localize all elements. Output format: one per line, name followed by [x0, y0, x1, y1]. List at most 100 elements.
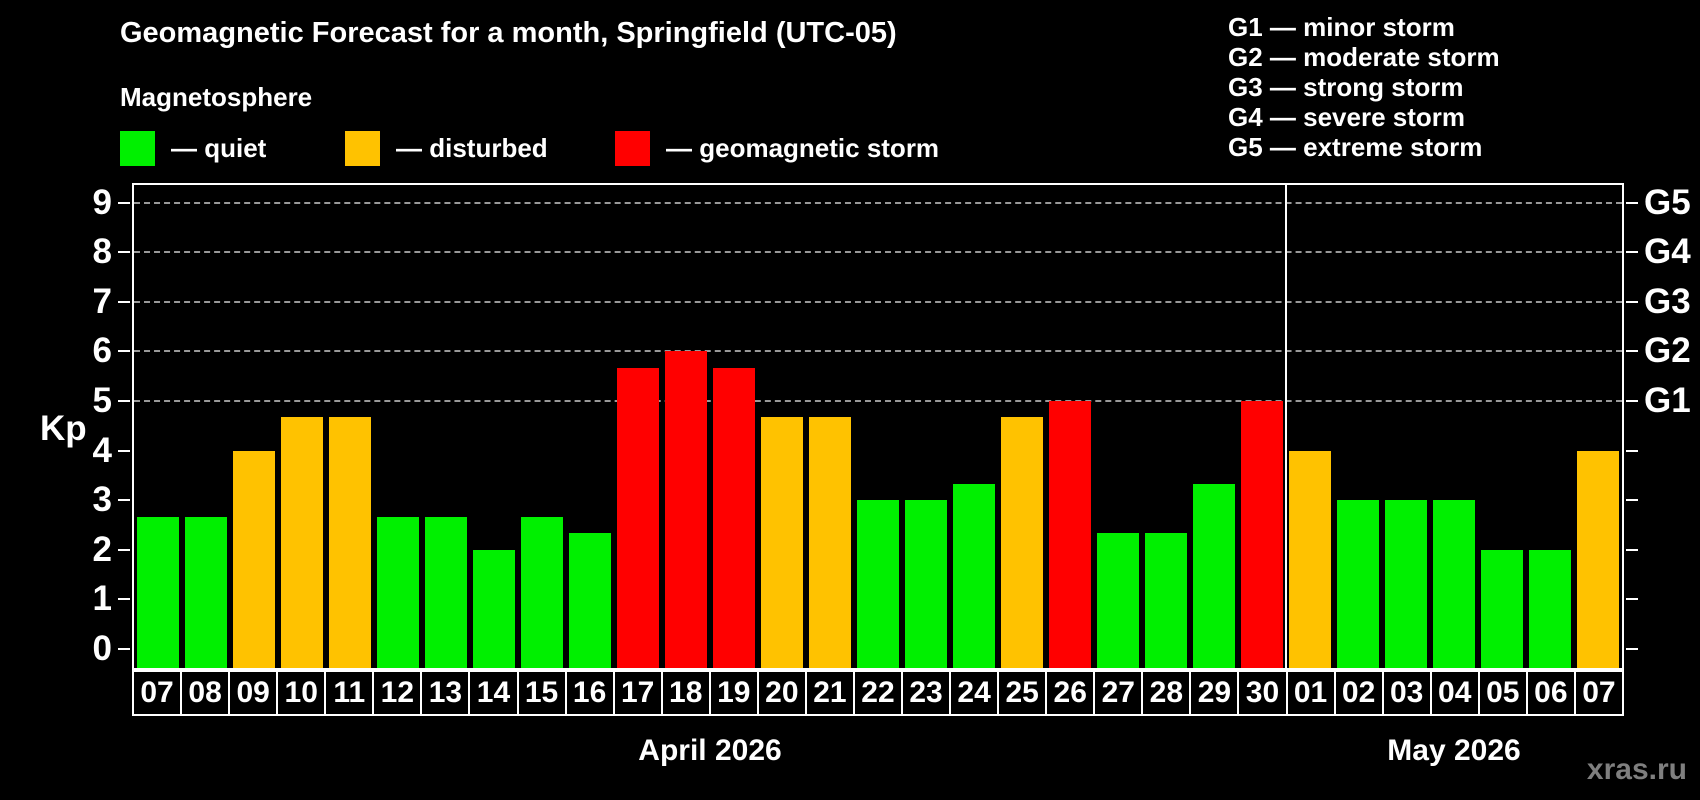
y-tick-label-0: 0 [92, 629, 112, 668]
kp-bar-24 [953, 483, 995, 668]
kp-bar-17 [617, 367, 659, 668]
date-cell-may-01: 01 [1285, 670, 1336, 716]
right-axis-label-g1: G1 [1644, 381, 1691, 420]
date-cell-apr-10: 10 [276, 670, 327, 716]
storm-swatch-icon [615, 131, 650, 166]
left-tick-kp-1 [118, 598, 130, 601]
right-axis-label-g4: G4 [1644, 232, 1691, 272]
g-legend-line-g1: G1 — minor storm [1228, 12, 1455, 42]
date-cell-apr-09: 09 [228, 670, 279, 716]
y-tick-label-5: 5 [92, 381, 112, 420]
date-cell-may-07: 07 [1573, 670, 1624, 716]
kp-bar-28 [1145, 533, 1187, 668]
right-tick-kp-9 [1626, 201, 1638, 204]
legend-item-storm: — geomagnetic storm [615, 131, 939, 166]
month-separator-line [1285, 185, 1287, 668]
kp-bar-23 [905, 500, 947, 668]
gridline-kp-5 [134, 400, 1622, 402]
left-tick-kp-9 [118, 201, 130, 204]
legend-item-quiet: — quiet [120, 131, 266, 166]
legend-label-storm: — geomagnetic storm [666, 133, 940, 163]
legend-label-disturbed: — disturbed [396, 133, 548, 163]
right-tick-kp-3 [1626, 499, 1638, 502]
kp-bar-20 [761, 417, 803, 668]
date-cell-apr-27: 27 [1093, 670, 1144, 716]
date-cell-apr-07: 07 [132, 670, 183, 716]
date-cell-may-03: 03 [1381, 670, 1432, 716]
kp-bar-07 [137, 516, 179, 668]
kp-bar-04 [1433, 500, 1475, 668]
left-tick-kp-6 [118, 350, 130, 353]
date-cell-apr-20: 20 [756, 670, 807, 716]
left-tick-kp-2 [118, 548, 130, 551]
date-cell-apr-25: 25 [997, 670, 1048, 716]
date-cell-apr-29: 29 [1189, 670, 1240, 716]
kp-bar-15 [521, 516, 563, 668]
kp-bar-18 [665, 351, 707, 668]
y-axis-title: Kp [40, 409, 87, 448]
y-tick-label-1: 1 [92, 579, 112, 619]
left-tick-kp-7 [118, 300, 130, 303]
right-axis-label-g3: G3 [1644, 281, 1691, 321]
date-cell-may-02: 02 [1333, 670, 1384, 716]
kp-bar-10 [281, 417, 323, 668]
date-cell-apr-19: 19 [708, 670, 759, 716]
kp-bar-02 [1337, 500, 1379, 668]
date-cell-apr-14: 14 [468, 670, 519, 716]
gridline-kp-6 [134, 350, 1622, 353]
chart-title: Geomagnetic Forecast for a month, Spring… [120, 17, 897, 49]
y-tick-label-3: 3 [92, 480, 112, 520]
kp-bar-03 [1385, 500, 1427, 668]
g-legend-line-g5: G5 — extreme storm [1228, 132, 1483, 162]
g-scale-legend: G1 — minor storm G2 — moderate storm G3 … [1228, 12, 1500, 162]
y-tick-label-4: 4 [92, 430, 112, 470]
right-tick-kp-0 [1626, 648, 1638, 650]
kp-bar-26 [1049, 401, 1091, 668]
legend-label-quiet: — quiet [171, 133, 267, 163]
legend-item-disturbed: — disturbed [345, 131, 548, 166]
date-cell-apr-23: 23 [901, 670, 952, 716]
kp-bar-12 [377, 516, 419, 668]
y-tick-label-6: 6 [92, 331, 112, 371]
kp-bar-08 [185, 516, 227, 668]
plot-area: 0 1 2 3 4 5 6 7 8 9 G1 G2 G3 G4 G5 [93, 183, 1691, 670]
date-cell-may-05: 05 [1477, 670, 1528, 716]
kp-bar-09 [233, 450, 275, 668]
date-axis-row: 07 08 09 10 11 12 13 14 15 16 17 18 19 20 21 22 23 24 25 26… [132, 670, 1624, 716]
left-tick-kp-4 [118, 449, 130, 452]
date-cell-may-06: 06 [1525, 670, 1576, 716]
right-tick-kp-7 [1626, 300, 1638, 303]
kp-bar-25 [1001, 417, 1043, 668]
kp-bar-22 [857, 500, 899, 668]
date-cell-apr-15: 15 [516, 670, 567, 716]
date-cell-apr-30: 30 [1237, 670, 1288, 716]
date-cell-apr-24: 24 [949, 670, 1000, 716]
date-cell-apr-26: 26 [1045, 670, 1096, 716]
kp-bar-06 [1529, 549, 1571, 668]
watermark: xras.ru [1586, 753, 1687, 786]
date-cell-apr-16: 16 [564, 670, 615, 716]
left-tick-kp-3 [118, 499, 130, 502]
date-cell-apr-08: 08 [180, 670, 231, 716]
kp-bar-07 [1577, 450, 1619, 668]
gridline-kp-7 [134, 300, 1622, 303]
y-tick-label-8: 8 [92, 232, 112, 272]
date-cell-apr-12: 12 [372, 670, 423, 716]
left-tick-kp-5 [118, 400, 130, 402]
quiet-swatch-icon [120, 131, 155, 166]
date-cell-apr-17: 17 [612, 670, 663, 716]
y-tick-label-9: 9 [92, 182, 112, 222]
y-tick-label-7: 7 [92, 281, 112, 321]
y-tick-label-2: 2 [92, 529, 112, 569]
kp-bar-27 [1097, 533, 1139, 668]
g-legend-line-g3: G3 — strong storm [1228, 72, 1464, 102]
g-legend-line-g2: G2 — moderate storm [1228, 42, 1500, 72]
left-tick-kp-0 [118, 648, 130, 650]
right-tick-kp-5 [1626, 400, 1638, 402]
date-cell-apr-22: 22 [852, 670, 903, 716]
kp-bar-13 [425, 516, 467, 668]
date-cell-apr-18: 18 [660, 670, 711, 716]
kp-bar-19 [713, 367, 755, 668]
right-tick-kp-1 [1626, 598, 1638, 601]
right-axis-label-g2: G2 [1644, 331, 1691, 371]
